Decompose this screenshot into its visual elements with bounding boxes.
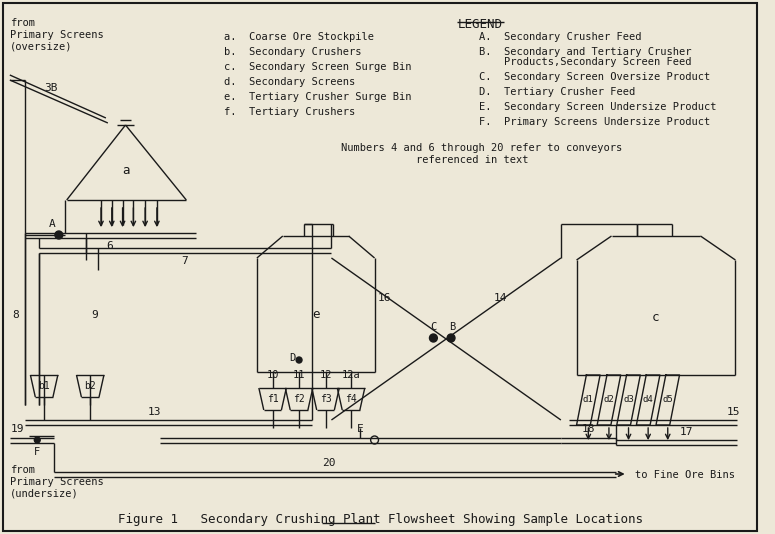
Text: e: e: [312, 309, 319, 321]
Text: d2: d2: [604, 396, 615, 404]
Text: 9: 9: [91, 310, 98, 320]
Text: 17: 17: [680, 427, 693, 437]
Circle shape: [429, 334, 437, 342]
Text: to Fine Ore Bins: to Fine Ore Bins: [636, 470, 735, 480]
Text: 13: 13: [148, 407, 162, 417]
Text: 10: 10: [267, 370, 279, 380]
Text: LEGEND: LEGEND: [458, 18, 503, 31]
Text: B: B: [449, 322, 455, 332]
Circle shape: [34, 437, 40, 443]
Text: b1: b1: [38, 381, 50, 391]
Text: Figure 1   Secondary Crushing Plant Flowsheet Showing Sample Locations: Figure 1 Secondary Crushing Plant Flowsh…: [118, 514, 643, 527]
Text: f1: f1: [267, 394, 278, 404]
Text: from
Primary Screens
(oversize): from Primary Screens (oversize): [10, 18, 104, 51]
Circle shape: [447, 334, 455, 342]
Text: 6: 6: [106, 241, 113, 251]
Text: d3: d3: [623, 396, 634, 404]
Text: e.  Tertiary Crusher Surge Bin: e. Tertiary Crusher Surge Bin: [223, 92, 411, 102]
Text: E.  Secondary Screen Undersize Product: E. Secondary Screen Undersize Product: [478, 102, 716, 112]
Text: C.  Secondary Screen Oversize Product: C. Secondary Screen Oversize Product: [478, 72, 710, 82]
Text: F.  Primary Screens Undersize Product: F. Primary Screens Undersize Product: [478, 117, 710, 127]
Text: Numbers 4 and 6 through 20 refer to conveyors: Numbers 4 and 6 through 20 refer to conv…: [341, 143, 622, 153]
Text: 11: 11: [293, 370, 305, 380]
Text: a: a: [122, 163, 129, 177]
Text: 3B: 3B: [44, 83, 58, 93]
Text: 7: 7: [181, 256, 188, 266]
Text: d1: d1: [583, 396, 594, 404]
Text: f4: f4: [345, 394, 357, 404]
Text: 20: 20: [322, 458, 336, 468]
Text: referenced in text: referenced in text: [341, 155, 529, 165]
Text: E: E: [356, 424, 363, 434]
Circle shape: [296, 357, 302, 363]
Text: c.  Secondary Screen Surge Bin: c. Secondary Screen Surge Bin: [223, 62, 411, 72]
Text: 8: 8: [12, 310, 19, 320]
Text: 15: 15: [727, 407, 740, 417]
Text: from
Primary Screens
(undersize): from Primary Screens (undersize): [10, 465, 104, 498]
Text: D: D: [289, 353, 295, 363]
Text: f3: f3: [319, 394, 332, 404]
Text: a.  Coarse Ore Stockpile: a. Coarse Ore Stockpile: [223, 32, 374, 42]
Text: A.  Secondary Crusher Feed: A. Secondary Crusher Feed: [478, 32, 641, 42]
Text: C: C: [430, 322, 436, 332]
Text: B.  Secondary and Tertiary Crusher: B. Secondary and Tertiary Crusher: [478, 47, 691, 57]
Text: b.  Secondary Crushers: b. Secondary Crushers: [223, 47, 361, 57]
Text: f2: f2: [293, 394, 305, 404]
Text: d4: d4: [642, 396, 653, 404]
Text: c: c: [653, 311, 660, 324]
Text: 18: 18: [581, 424, 595, 434]
Text: 16: 16: [377, 293, 391, 303]
Text: A: A: [49, 219, 55, 229]
Text: f.  Tertiary Crushers: f. Tertiary Crushers: [223, 107, 355, 117]
Text: b2: b2: [84, 381, 96, 391]
Text: 14: 14: [494, 293, 507, 303]
Text: 12a: 12a: [342, 370, 360, 380]
Text: d5: d5: [663, 396, 673, 404]
Text: F: F: [34, 447, 40, 457]
Text: d.  Secondary Screens: d. Secondary Screens: [223, 77, 355, 87]
Text: Products,Secondary Screen Feed: Products,Secondary Screen Feed: [478, 57, 691, 67]
Text: 19: 19: [11, 424, 24, 434]
Text: 12: 12: [319, 370, 332, 380]
Text: D.  Tertiary Crusher Feed: D. Tertiary Crusher Feed: [478, 87, 635, 97]
Circle shape: [55, 231, 63, 239]
